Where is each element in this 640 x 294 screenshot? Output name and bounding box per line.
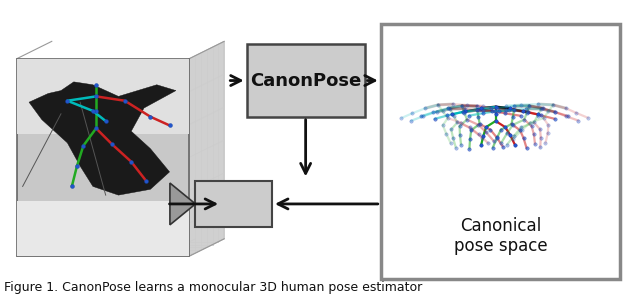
FancyBboxPatch shape <box>195 181 272 227</box>
Polygon shape <box>29 82 176 195</box>
Text: Canonical: Canonical <box>460 217 541 235</box>
Polygon shape <box>189 41 224 256</box>
FancyBboxPatch shape <box>381 24 620 279</box>
Polygon shape <box>17 201 189 256</box>
Text: pose space: pose space <box>454 237 547 255</box>
Polygon shape <box>17 59 189 256</box>
FancyBboxPatch shape <box>246 44 365 117</box>
Text: CanonPose: CanonPose <box>250 71 361 90</box>
Text: Figure 1. CanonPose learns a monocular 3D human pose estimator: Figure 1. CanonPose learns a monocular 3… <box>4 281 422 294</box>
Polygon shape <box>17 239 224 256</box>
Polygon shape <box>170 183 195 225</box>
Polygon shape <box>17 59 189 134</box>
